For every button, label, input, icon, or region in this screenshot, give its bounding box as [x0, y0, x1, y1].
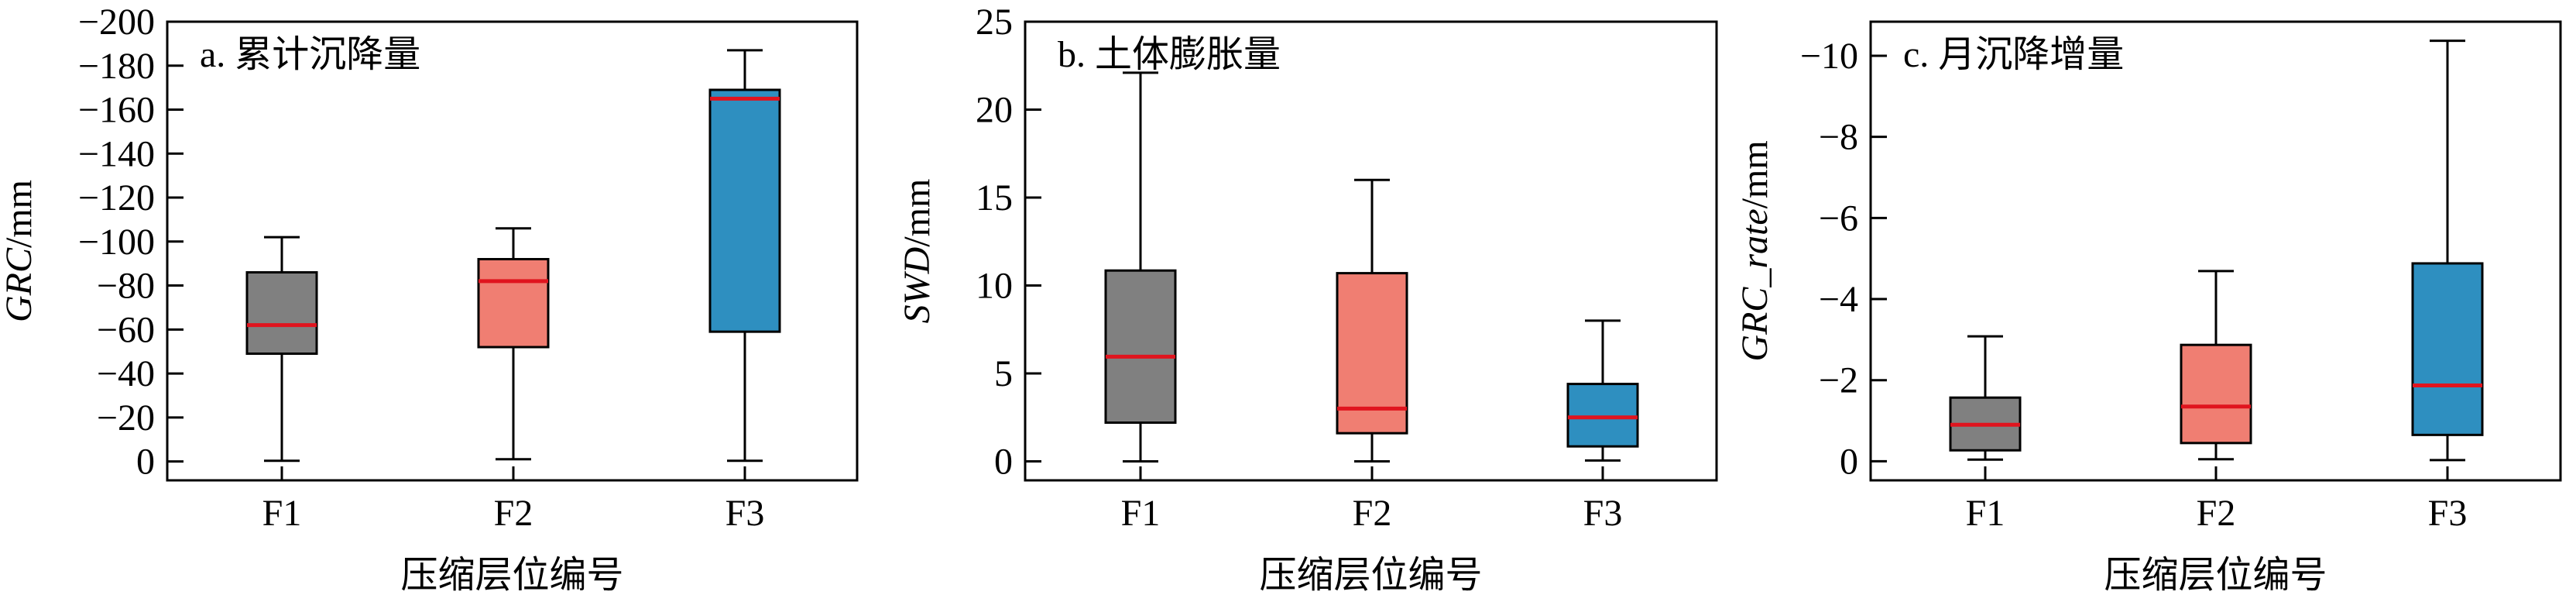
y-tick-label: 25 [976, 2, 1013, 43]
y-tick-label: 5 [994, 353, 1013, 394]
y-tick-label: 15 [976, 177, 1013, 218]
y-tick-label: −6 [1819, 198, 1858, 239]
x-axis-label: 压缩层位编号 [2104, 555, 2327, 595]
y-tick-label: −10 [1800, 36, 1858, 77]
box-iqr [1566, 383, 1639, 448]
y-tick-label: 20 [976, 89, 1013, 130]
panel-title: c. 月沉降增量 [1903, 34, 2124, 75]
x-tick-label: F3 [1583, 493, 1623, 534]
y-tick-label: −2 [1819, 360, 1858, 401]
box-iqr [1104, 269, 1177, 425]
x-tick-label: F3 [725, 493, 765, 534]
box-F3 [2411, 40, 2484, 462]
x-tick-label: F1 [262, 493, 302, 534]
box-iqr [1336, 272, 1408, 435]
y-tick-label: −160 [78, 90, 155, 131]
y-axis-label-unit: /mm [1734, 140, 1775, 208]
box-iqr [2180, 343, 2252, 445]
y-tick-label: −120 [78, 177, 155, 218]
box-iqr [477, 258, 550, 349]
y-axis-label: GRC/mm [0, 180, 39, 322]
y-tick-label: −20 [97, 397, 155, 439]
box-F1 [245, 236, 318, 463]
y-tick-label: −100 [78, 222, 155, 263]
y-tick-label: −80 [97, 266, 155, 307]
box-F3 [708, 49, 781, 463]
y-axis-label: SWD/mm [897, 179, 938, 324]
x-tick-label: F2 [1353, 493, 1392, 534]
y-tick-label: −60 [97, 309, 155, 350]
box-F1 [1104, 71, 1177, 463]
y-tick-label: −200 [78, 2, 155, 43]
y-axis-label-italic: GRC [0, 247, 39, 322]
y-tick-label: 10 [976, 265, 1013, 306]
y-axis-label-italic: GRC_rate [1734, 208, 1775, 361]
y-axis-label-unit: /mm [0, 180, 39, 248]
panel-title: a. 累计沉降量 [200, 34, 420, 75]
box-F2 [1336, 178, 1408, 463]
y-tick-label: −8 [1819, 117, 1858, 158]
y-tick-label: −140 [78, 133, 155, 174]
panel-a: 0−20−40−60−80−100−120−140−160−180−200 F1 F… [0, 2, 859, 595]
panel-title: b. 土体膨胀量 [1058, 34, 1281, 75]
box-iqr [708, 88, 781, 333]
x-tick-label: F2 [494, 493, 533, 534]
x-tick-label: F1 [1121, 493, 1161, 534]
y-tick-label: 0 [1840, 441, 1858, 482]
y-tick-label: −180 [78, 46, 155, 87]
y-tick-label: −4 [1819, 279, 1858, 320]
box-F1 [1949, 335, 2022, 461]
x-axis-label: 压缩层位编号 [400, 555, 623, 595]
x-tick-label: F2 [2197, 493, 2236, 534]
y-axis-label-unit: /mm [897, 179, 938, 247]
box-F3 [1566, 319, 1639, 462]
x-tick-label: F1 [1966, 493, 2005, 534]
y-tick-label: 0 [136, 442, 155, 483]
y-tick-label: 0 [994, 441, 1013, 482]
box-F2 [477, 227, 550, 461]
y-axis-label: GRC_rate/mm [1734, 140, 1775, 361]
x-tick-label: F3 [2428, 493, 2468, 534]
y-axis-label-italic: SWD [897, 247, 938, 324]
y-tick-label: −40 [97, 353, 155, 394]
x-axis-label: 压缩层位编号 [1259, 555, 1482, 595]
box-F2 [2180, 270, 2252, 461]
box-iqr [245, 271, 318, 356]
box-iqr [2411, 262, 2484, 436]
